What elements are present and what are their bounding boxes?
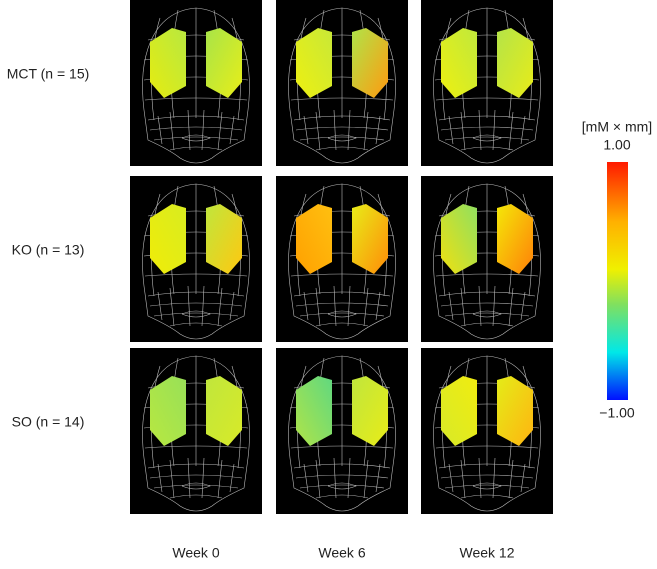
column-label: Week 12 <box>460 545 515 561</box>
activation-region <box>352 28 388 98</box>
activation-region <box>296 204 332 274</box>
activation-region <box>296 28 332 98</box>
row-label: KO (n = 13) <box>12 242 85 258</box>
activation-region <box>206 28 242 98</box>
column-label: Week 6 <box>318 545 365 561</box>
activation-region <box>497 204 533 274</box>
activation-region <box>441 28 477 98</box>
row-label: MCT (n = 15) <box>7 66 90 82</box>
activation-region <box>497 28 533 98</box>
activation-region <box>150 28 186 98</box>
head-panel <box>421 348 553 514</box>
head-panel <box>276 176 408 342</box>
activation-region <box>352 204 388 274</box>
activation-region <box>150 376 186 446</box>
head-panel <box>276 0 408 166</box>
head-panel <box>421 176 553 342</box>
activation-region <box>352 376 388 446</box>
activation-region <box>497 376 533 446</box>
activation-region <box>206 204 242 274</box>
colorbar <box>607 162 628 400</box>
head-panel <box>421 0 553 166</box>
colorbar-min: −1.00 <box>599 405 635 421</box>
activation-region <box>441 204 477 274</box>
activation-region <box>150 204 186 274</box>
head-panel <box>276 348 408 514</box>
row-label: SO (n = 14) <box>12 414 85 430</box>
head-panel <box>130 348 262 514</box>
head-panel <box>130 0 262 166</box>
column-label: Week 0 <box>172 545 219 561</box>
head-panel <box>130 176 262 342</box>
colorbar-title: [mM × mm] <box>582 119 652 135</box>
activation-region <box>206 376 242 446</box>
activation-region <box>441 376 477 446</box>
activation-region <box>296 376 332 446</box>
colorbar-max: 1.00 <box>603 137 630 153</box>
